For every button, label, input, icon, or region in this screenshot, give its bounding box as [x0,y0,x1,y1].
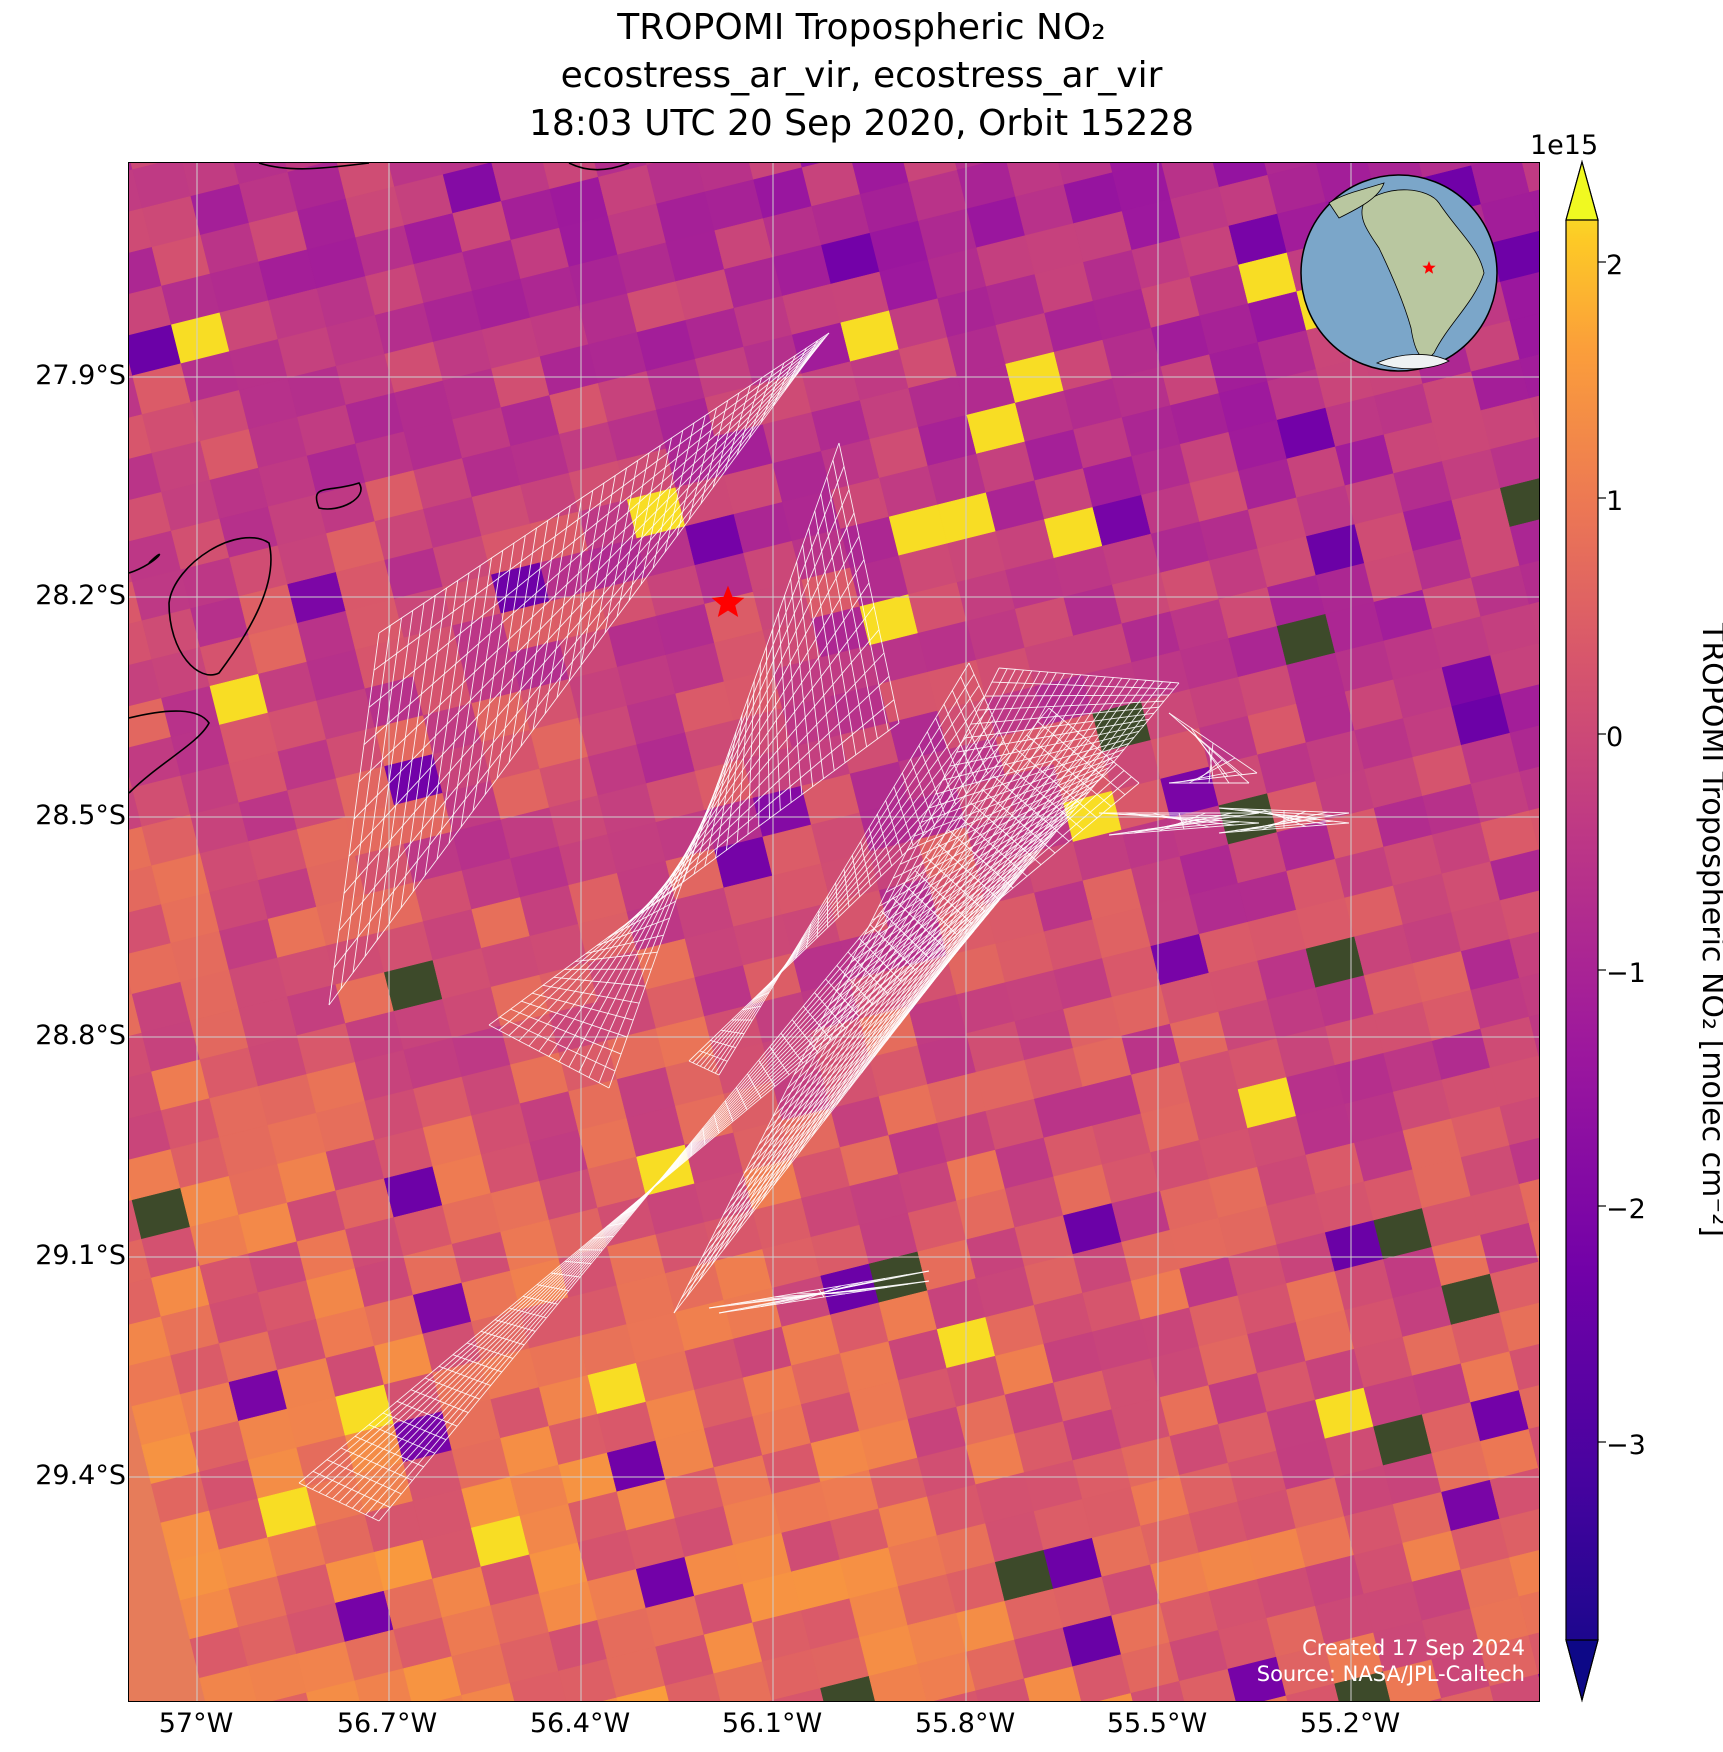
footprint-scene [673,667,1180,1314]
colorbar-exponent: 1e15 [1530,130,1599,161]
y-tick-label: 28.5°S [35,800,126,831]
colorbar-body [1565,159,1599,1703]
footprint-scene [1098,812,1260,836]
map-panel[interactable]: Created 17 Sep 2024 Source: NASA/JPL-Cal… [128,162,1540,1702]
footprint-scene [298,707,1140,1522]
tropomi-pixel-grid [129,163,1539,1701]
title-line-1: TROPOMI Tropospheric NO₂ [617,7,1106,48]
y-tick-label: 29.1°S [35,1240,126,1271]
credit-text: Created 17 Sep 2024 Source: NASA/JPL-Cal… [1257,1635,1525,1687]
colorbar [1565,159,1606,1703]
footprint-scene [328,332,830,1006]
target-star-marker [711,585,745,617]
colorbar-tick-label: −1 [1606,958,1646,989]
colorbar-extend-bottom [1565,1639,1599,1703]
colorbar-tick-label: 2 [1606,250,1624,281]
colorbar-tick-label: 1 [1606,486,1624,517]
x-tick-label: 55.5°W [1106,1708,1208,1739]
credit-created: Created 17 Sep 2024 [1302,1636,1525,1660]
coastline-outline [129,163,630,794]
y-tick-label: 28.2°S [35,580,126,611]
x-tick-label: 55.8°W [914,1708,1016,1739]
colorbar-label: TROPOMI Tropospheric NO₂ [molec cm⁻²] [1695,623,1723,1237]
x-tick-label: 56.4°W [529,1708,631,1739]
x-tick-label: 56.7°W [336,1708,438,1739]
lat-lon-gridlines [129,163,1539,1701]
y-tick-label: 28.8°S [35,1020,126,1051]
colorbar-extend-top [1565,159,1599,221]
globe-star-marker [1422,261,1436,274]
x-tick-label: 57°W [158,1708,234,1739]
footprint-scene [1168,712,1258,784]
y-tick-label: 27.9°S [35,360,126,391]
colorbar-tick-label: −3 [1606,1430,1646,1461]
map-canvas[interactable] [129,163,1540,1702]
ecostress-footprint-mesh [298,332,1350,1522]
x-tick-label: 55.2°W [1299,1708,1401,1739]
y-tick-label: 29.4°S [35,1460,126,1491]
footprint-scene [488,442,900,1089]
footprint-scene [708,1270,930,1314]
inset-globe [1300,174,1498,372]
title-line-2: ecostress_ar_vir, ecostress_ar_vir [560,55,1163,96]
colorbar-tick-label: −2 [1606,1194,1646,1225]
x-tick-label: 56.1°W [721,1708,823,1739]
footprint-scene [1218,807,1350,834]
colorbar-tick-label: 0 [1606,722,1624,753]
title-line-3: 18:03 UTC 20 Sep 2020, Orbit 15228 [528,103,1195,144]
credit-source: Source: NASA/JPL-Caltech [1256,1662,1525,1686]
